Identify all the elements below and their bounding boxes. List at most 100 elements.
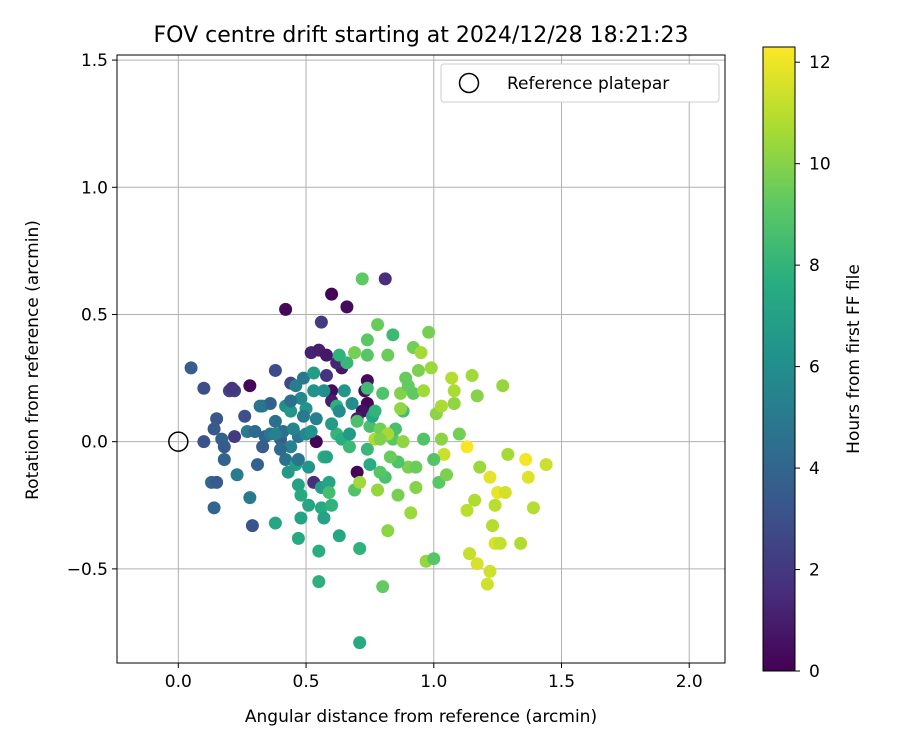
- colorbar-label: Hours from first FF file: [844, 264, 864, 454]
- data-point: [296, 371, 310, 385]
- x-tick-label: 0.0: [165, 672, 192, 692]
- data-point: [447, 384, 461, 398]
- colorbar-tick-label: 8: [809, 256, 820, 276]
- data-point: [317, 384, 331, 398]
- data-point: [414, 346, 428, 360]
- data-point: [404, 506, 418, 520]
- data-point: [501, 447, 515, 461]
- data-point: [302, 498, 316, 512]
- data-point: [378, 272, 392, 286]
- data-point: [468, 493, 482, 507]
- legend-reference-marker: [458, 72, 480, 94]
- data-point: [317, 511, 331, 525]
- colorbar: 0 2 4 6 8 10 12 Hours from first FF file: [762, 46, 864, 682]
- data-point: [230, 468, 244, 482]
- data-point: [332, 348, 346, 362]
- data-point: [268, 516, 282, 530]
- data-point: [539, 458, 553, 472]
- data-point: [291, 531, 305, 545]
- data-point: [207, 422, 221, 436]
- legend-box: [440, 63, 720, 103]
- data-point: [314, 315, 328, 329]
- x-tick-label: 0.5: [293, 672, 320, 692]
- data-point: [434, 432, 448, 446]
- data-point: [363, 458, 377, 472]
- data-point: [521, 470, 535, 484]
- data-point: [307, 384, 321, 398]
- data-point: [447, 397, 461, 411]
- data-point: [422, 325, 436, 339]
- data-point: [376, 580, 390, 594]
- grid-layer: [117, 55, 725, 663]
- data-point: [307, 366, 321, 380]
- y-axis-label: Rotation from reference (arcmin): [23, 220, 43, 500]
- data-point: [498, 486, 512, 500]
- data-point: [291, 452, 305, 466]
- data-point: [401, 379, 415, 393]
- data-point: [519, 452, 533, 466]
- data-point: [371, 483, 385, 497]
- data-point: [253, 399, 267, 413]
- data-point: [319, 348, 333, 362]
- data-point: [350, 465, 364, 479]
- data-point: [325, 287, 339, 301]
- colorbar-tick-label: 10: [809, 155, 831, 175]
- data-point: [238, 409, 252, 423]
- data-point: [409, 460, 423, 474]
- data-point: [251, 458, 265, 472]
- data-point: [322, 475, 336, 489]
- x-tick-label: 1.5: [548, 672, 575, 692]
- data-point: [342, 427, 356, 441]
- data-point: [279, 452, 293, 466]
- data-point: [470, 557, 484, 571]
- data-point: [263, 397, 277, 411]
- data-point: [225, 381, 239, 395]
- data-point: [302, 460, 316, 474]
- data-point: [268, 427, 282, 441]
- colorbar-tick-label: 6: [809, 358, 820, 378]
- data-point: [294, 391, 308, 405]
- data-point: [325, 417, 339, 431]
- data-point: [480, 577, 494, 591]
- data-point: [360, 442, 374, 456]
- data-point: [483, 564, 497, 578]
- data-point: [243, 491, 257, 505]
- data-point: [197, 435, 211, 449]
- data-point: [217, 452, 231, 466]
- data-point: [304, 425, 318, 439]
- data-point: [396, 435, 410, 449]
- data-point: [417, 384, 431, 398]
- data-point: [284, 394, 298, 408]
- data-point: [256, 440, 270, 454]
- data-point: [360, 348, 374, 362]
- x-tick-label: 2.0: [676, 672, 703, 692]
- data-point: [294, 488, 308, 502]
- colorbar-ticks: 0 2 4 6 8 10 12: [795, 53, 831, 682]
- data-point: [332, 529, 346, 543]
- data-point: [373, 465, 387, 479]
- data-point: [440, 468, 454, 482]
- data-point: [424, 361, 438, 375]
- y-tick-label: 1.5: [81, 51, 108, 71]
- data-point: [363, 419, 377, 433]
- data-point: [312, 544, 326, 558]
- x-axis-label: Angular distance from reference (arcmin): [245, 707, 597, 727]
- data-point: [279, 302, 293, 316]
- data-point: [273, 442, 287, 456]
- data-point: [526, 501, 540, 515]
- y-tick-label: 0.0: [81, 433, 108, 453]
- data-point: [197, 381, 211, 395]
- y-tick-label: 1.0: [81, 178, 108, 198]
- data-point: [445, 371, 459, 385]
- data-point: [353, 475, 367, 489]
- colorbar-tick-label: 12: [809, 53, 831, 73]
- y-tick-label: −0.5: [67, 560, 108, 580]
- data-point: [319, 369, 333, 383]
- data-point: [353, 636, 367, 650]
- data-point: [434, 399, 448, 413]
- colorbar-tick-label: 0: [809, 662, 820, 682]
- data-point: [210, 475, 224, 489]
- data-point: [245, 519, 259, 533]
- data-point: [386, 328, 400, 342]
- data-point: [360, 333, 374, 347]
